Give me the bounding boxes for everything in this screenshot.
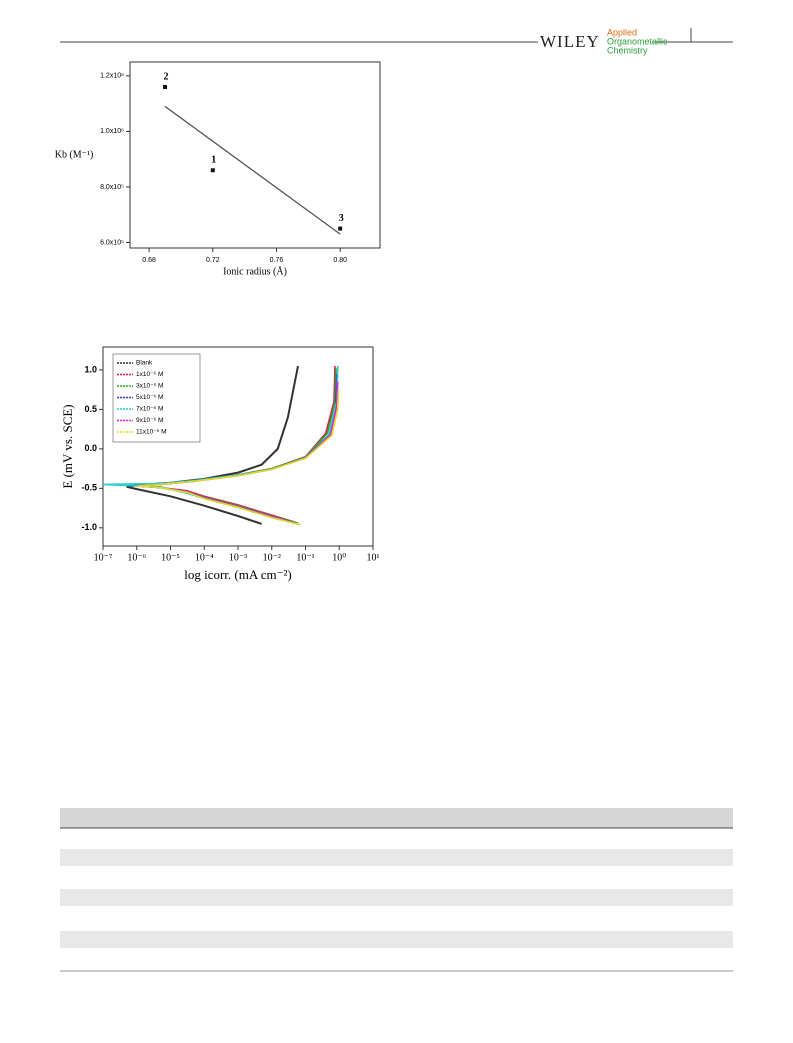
legend-label: 5x10⁻⁶ M	[136, 394, 163, 401]
y-axis-label: E (mV vs. SCE)	[60, 404, 75, 488]
legend-label: 3x10⁻⁶ M	[136, 383, 163, 390]
y-tick-label: 8.0x10⁵	[100, 184, 124, 191]
legend-label: 1x10⁻⁶ M	[136, 371, 163, 378]
x-tick-label: 10⁻⁷	[94, 552, 113, 563]
point	[163, 84, 168, 89]
x-tick-label: 10⁻⁵	[161, 552, 180, 563]
x-tick-label: 10⁻⁴	[195, 552, 214, 563]
point-label: 1	[211, 155, 216, 166]
journal-line: Applied	[607, 27, 637, 37]
fit-line	[164, 105, 341, 235]
y-tick-label: 6.0x10⁵	[100, 239, 124, 246]
table-row	[60, 849, 733, 866]
x-tick-label: 10⁻⁶	[127, 552, 146, 563]
legend-label: Blank	[136, 360, 153, 367]
x-axis-label: log icorr. (mA cm⁻²)	[184, 567, 292, 582]
plot-frame	[129, 61, 381, 249]
y-tick-label: 0.0	[84, 443, 97, 453]
table	[60, 808, 733, 972]
legend-label: 11x10⁻⁶ M	[136, 429, 167, 436]
x-tick-label: 0.68	[142, 257, 156, 264]
y-tick-label: 1.0	[84, 364, 97, 374]
point-label: 3	[339, 213, 344, 224]
x-axis-label: Ionic radius (Å)	[223, 265, 287, 277]
x-tick-label: 0.72	[206, 257, 220, 264]
journal-line: Chemistry	[607, 45, 648, 55]
brand: WILEY	[540, 32, 600, 51]
legend-label: 9x10⁻⁶ M	[136, 417, 163, 424]
x-tick-label: 10¹	[367, 552, 380, 563]
x-tick-label: 10⁻³	[229, 552, 247, 563]
table-row	[60, 889, 733, 906]
x-tick-label: 10⁻²	[263, 552, 281, 563]
y-tick-label: 0.5	[84, 404, 97, 414]
journal-line: Organometallic	[607, 36, 668, 46]
x-tick-label: 0.80	[333, 257, 347, 264]
legend-label: 7x10⁻⁶ M	[136, 406, 163, 413]
y-tick-label: -1.0	[81, 522, 97, 532]
point-label: 2	[164, 71, 169, 82]
x-tick-label: 0.76	[270, 257, 284, 264]
x-tick-label: 10⁰	[332, 552, 346, 563]
y-tick-label: -0.5	[81, 483, 97, 493]
point	[338, 226, 343, 231]
point	[210, 168, 215, 173]
x-tick-label: 10⁻¹	[296, 552, 314, 563]
y-axis-label: Kb (M⁻¹)	[55, 149, 94, 160]
y-tick-label: 1.0x10⁶	[100, 128, 124, 135]
table-header	[60, 808, 733, 828]
series-line	[136, 389, 340, 526]
table-row	[60, 931, 733, 948]
y-tick-label: 1.2x10⁶	[100, 73, 124, 80]
